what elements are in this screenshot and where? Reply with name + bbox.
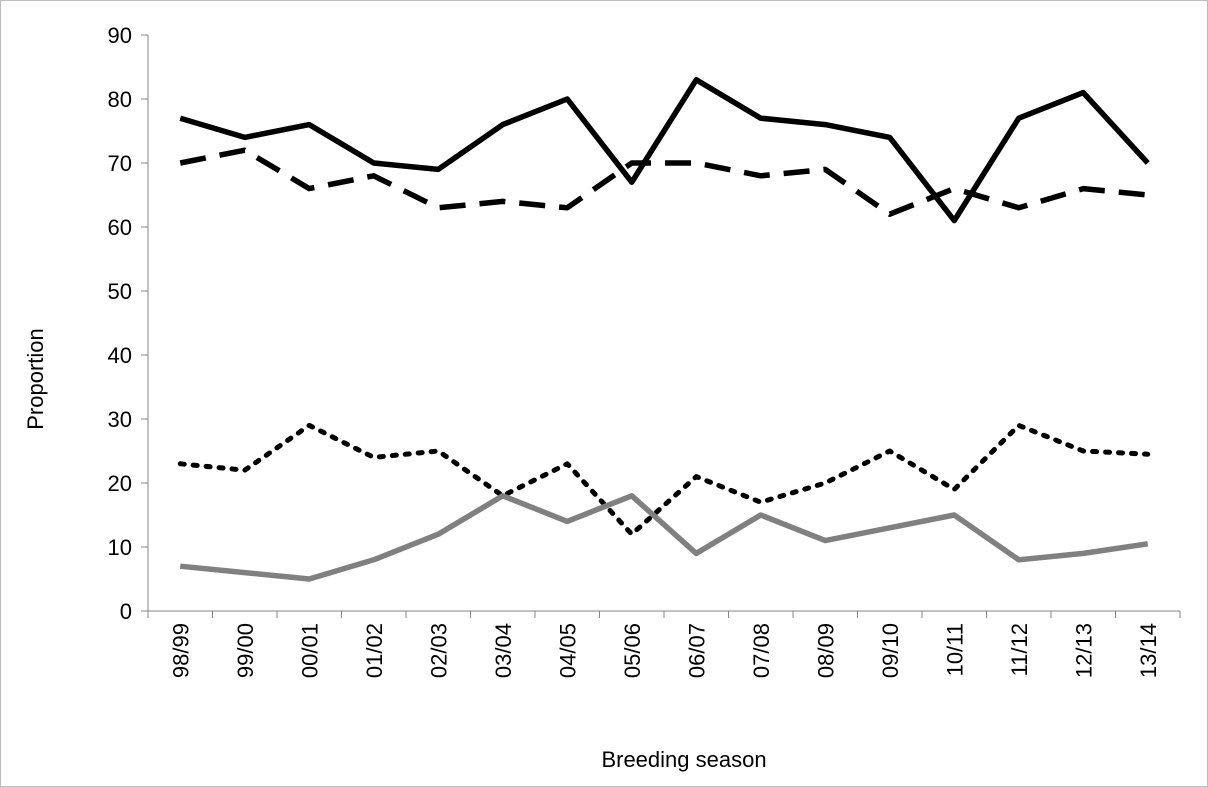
- x-tick-label: 11/12: [1007, 623, 1032, 676]
- y-tick-label: 40: [108, 343, 132, 368]
- y-tick-label: 60: [108, 215, 132, 240]
- x-tick-label: 12/13: [1071, 623, 1096, 678]
- x-tick-label: 00/01: [297, 623, 322, 678]
- y-tick-label: 20: [108, 471, 132, 496]
- x-tick-label: 08/09: [813, 623, 838, 678]
- x-tick-label: 09/10: [878, 623, 903, 678]
- series-line: [179, 147, 1149, 217]
- series-line: [177, 422, 1151, 537]
- y-tick-label: 10: [108, 535, 132, 560]
- y-tick-label: 30: [108, 407, 132, 432]
- y-tick-label: 50: [108, 279, 132, 304]
- y-tick-label: 0: [120, 599, 132, 624]
- x-axis-title: Breeding season: [601, 747, 766, 772]
- x-tick-label: 06/07: [684, 623, 709, 678]
- x-tick-label: 13/14: [1136, 623, 1161, 678]
- x-tick-label: 10/11: [942, 623, 967, 676]
- x-tick-label: 05/06: [620, 623, 645, 678]
- x-tick-label: 99/00: [233, 623, 258, 678]
- x-tick-label: 07/08: [749, 623, 774, 678]
- y-tick-label: 90: [108, 23, 132, 48]
- x-tick-label: 01/02: [362, 623, 387, 678]
- y-axis-title: Proportion: [23, 328, 48, 430]
- y-tick-label: 80: [108, 87, 132, 112]
- x-tick-label: 02/03: [426, 623, 451, 678]
- x-tick-label: 98/99: [168, 623, 193, 678]
- x-tick-label: 03/04: [491, 623, 516, 678]
- series-line: [179, 77, 1150, 224]
- series-line: [179, 493, 1149, 582]
- y-tick-label: 70: [108, 151, 132, 176]
- x-tick-label: 04/05: [555, 623, 580, 678]
